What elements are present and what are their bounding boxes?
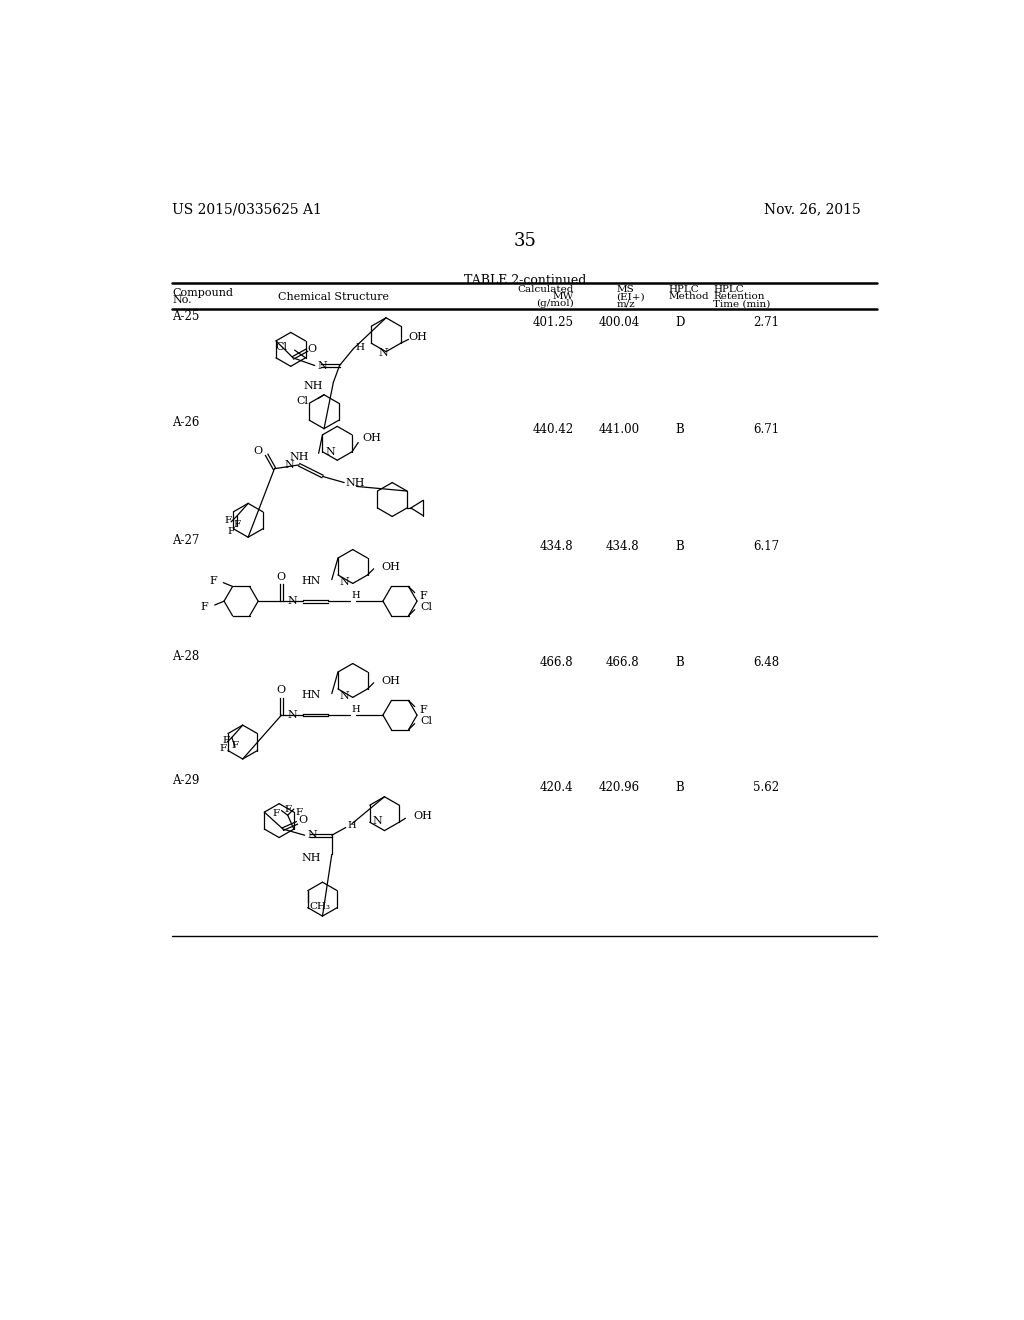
Text: 6.71: 6.71: [753, 422, 779, 436]
Text: F: F: [420, 591, 427, 601]
Text: N: N: [288, 710, 298, 721]
Text: 5.62: 5.62: [753, 780, 779, 793]
Text: H: H: [351, 590, 359, 599]
Text: Calculated: Calculated: [517, 285, 573, 294]
Text: Compound: Compound: [172, 288, 233, 298]
Text: N: N: [378, 348, 388, 358]
Text: A-25: A-25: [172, 310, 200, 323]
Text: 35: 35: [513, 231, 537, 249]
Text: O: O: [276, 685, 286, 696]
Text: H: H: [355, 343, 365, 351]
Text: N: N: [373, 816, 383, 825]
Text: 6.17: 6.17: [753, 540, 779, 553]
Text: MW: MW: [552, 293, 573, 301]
Text: 434.8: 434.8: [540, 540, 573, 553]
Text: OH: OH: [414, 810, 432, 821]
Text: NH: NH: [290, 453, 309, 462]
Text: 466.8: 466.8: [540, 656, 573, 669]
Text: NH: NH: [303, 380, 323, 391]
Text: A-29: A-29: [172, 775, 200, 788]
Text: 420.4: 420.4: [540, 780, 573, 793]
Text: O: O: [299, 814, 307, 825]
Text: F: F: [233, 520, 241, 529]
Text: 2.71: 2.71: [753, 317, 779, 329]
Text: Nov. 26, 2015: Nov. 26, 2015: [764, 202, 860, 216]
Text: 400.04: 400.04: [598, 317, 640, 329]
Text: F: F: [227, 527, 234, 536]
Text: O: O: [276, 572, 286, 582]
Text: No.: No.: [172, 296, 191, 305]
Text: US 2015/0335625 A1: US 2015/0335625 A1: [172, 202, 323, 216]
Text: O: O: [308, 343, 317, 354]
Text: 401.25: 401.25: [532, 317, 573, 329]
Text: OH: OH: [409, 333, 427, 342]
Text: H: H: [351, 705, 359, 714]
Text: 441.00: 441.00: [598, 422, 640, 436]
Text: Chemical Structure: Chemical Structure: [278, 293, 389, 302]
Text: A-28: A-28: [172, 649, 200, 663]
Text: TABLE 2-continued: TABLE 2-continued: [464, 275, 586, 286]
Text: N: N: [326, 446, 335, 457]
Text: Retention: Retention: [713, 293, 765, 301]
Text: (g/mol): (g/mol): [536, 300, 573, 309]
Text: Method: Method: [669, 293, 710, 301]
Text: OH: OH: [382, 676, 400, 686]
Text: F: F: [219, 743, 226, 752]
Text: Time (min): Time (min): [713, 300, 770, 309]
Text: Cl: Cl: [297, 396, 308, 407]
Text: HPLC: HPLC: [713, 285, 743, 294]
Text: B: B: [676, 656, 684, 669]
Text: 6.48: 6.48: [753, 656, 779, 669]
Text: F: F: [420, 705, 427, 714]
Text: F: F: [284, 805, 291, 813]
Text: F: F: [201, 602, 209, 611]
Text: H: H: [347, 821, 356, 830]
Text: N: N: [285, 459, 295, 470]
Text: HPLC: HPLC: [669, 285, 699, 294]
Text: 440.42: 440.42: [532, 422, 573, 436]
Text: 466.8: 466.8: [606, 656, 640, 669]
Text: N: N: [339, 577, 349, 587]
Text: F: F: [296, 808, 302, 817]
Text: NH: NH: [346, 478, 366, 487]
Text: CH₃: CH₃: [309, 902, 331, 911]
Text: OH: OH: [382, 562, 400, 573]
Text: m/z: m/z: [616, 300, 635, 309]
Text: (EI+): (EI+): [616, 293, 645, 301]
Text: F: F: [224, 516, 231, 525]
Text: MS: MS: [616, 285, 634, 294]
Text: HN: HN: [301, 576, 321, 586]
Text: A-27: A-27: [172, 535, 200, 548]
Text: F: F: [231, 741, 239, 750]
Text: N: N: [317, 360, 328, 371]
Text: Cl: Cl: [420, 602, 432, 611]
Text: D: D: [675, 317, 684, 329]
Text: Cl: Cl: [274, 342, 287, 352]
Text: F: F: [272, 809, 280, 818]
Text: N: N: [288, 597, 298, 606]
Text: Cl: Cl: [420, 715, 432, 726]
Text: OH: OH: [362, 433, 382, 444]
Text: N: N: [307, 830, 316, 841]
Text: NH: NH: [301, 853, 321, 863]
Text: 434.8: 434.8: [606, 540, 640, 553]
Text: F: F: [222, 737, 229, 744]
Text: B: B: [676, 540, 684, 553]
Text: O: O: [253, 446, 262, 455]
Text: A-26: A-26: [172, 416, 200, 429]
Text: F: F: [209, 576, 217, 586]
Text: N: N: [339, 690, 349, 701]
Text: 420.96: 420.96: [598, 780, 640, 793]
Text: B: B: [676, 780, 684, 793]
Text: HN: HN: [301, 690, 321, 700]
Text: B: B: [676, 422, 684, 436]
